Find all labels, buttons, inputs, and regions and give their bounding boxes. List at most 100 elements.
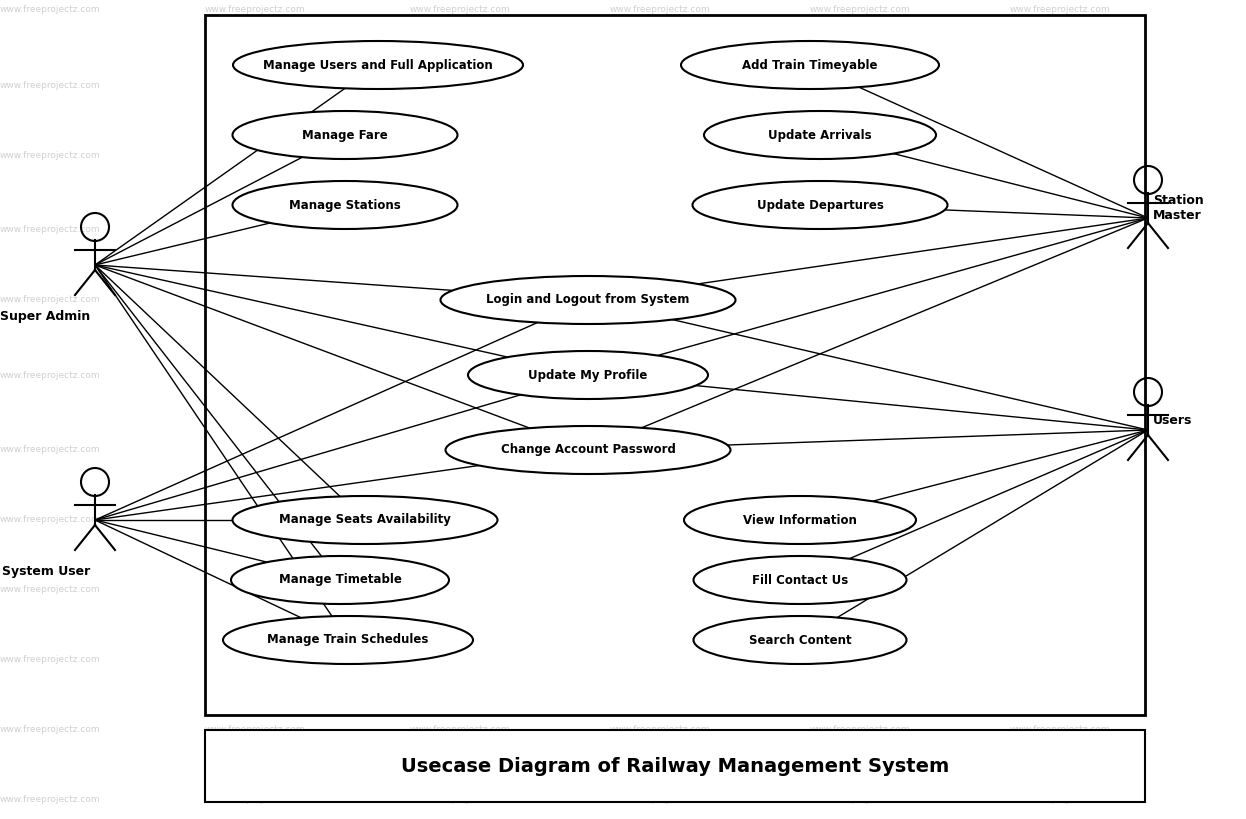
Text: www.freeprojectz.com: www.freeprojectz.com (204, 795, 305, 804)
Text: www.freeprojectz.com: www.freeprojectz.com (410, 655, 511, 664)
Text: www.freeprojectz.com: www.freeprojectz.com (410, 515, 511, 524)
Text: www.freeprojectz.com: www.freeprojectz.com (810, 225, 911, 234)
Text: www.freeprojectz.com: www.freeprojectz.com (810, 795, 911, 804)
Text: www.freeprojectz.com: www.freeprojectz.com (609, 586, 710, 595)
Text: Add Train Timeyable: Add Train Timeyable (743, 58, 877, 71)
Text: Usecase Diagram of Railway Management System: Usecase Diagram of Railway Management Sy… (401, 757, 949, 776)
Text: Manage Train Schedules: Manage Train Schedules (268, 634, 429, 646)
Text: www.freeprojectz.com: www.freeprojectz.com (410, 80, 511, 89)
Text: www.freeprojectz.com: www.freeprojectz.com (1009, 296, 1110, 305)
Text: www.freeprojectz.com: www.freeprojectz.com (0, 586, 101, 595)
Ellipse shape (231, 556, 449, 604)
Text: www.freeprojectz.com: www.freeprojectz.com (609, 515, 710, 524)
Text: www.freeprojectz.com: www.freeprojectz.com (609, 296, 710, 305)
Ellipse shape (446, 426, 730, 474)
Text: www.freeprojectz.com: www.freeprojectz.com (410, 795, 511, 804)
Text: Update Departures: Update Departures (756, 198, 883, 211)
Text: www.freeprojectz.com: www.freeprojectz.com (204, 726, 305, 735)
Text: Users: Users (1153, 414, 1192, 427)
Text: www.freeprojectz.com: www.freeprojectz.com (0, 726, 101, 735)
Text: www.freeprojectz.com: www.freeprojectz.com (1009, 515, 1110, 524)
Text: www.freeprojectz.com: www.freeprojectz.com (204, 296, 305, 305)
Text: www.freeprojectz.com: www.freeprojectz.com (810, 655, 911, 664)
Ellipse shape (694, 556, 907, 604)
Text: www.freeprojectz.com: www.freeprojectz.com (810, 586, 911, 595)
Text: www.freeprojectz.com: www.freeprojectz.com (810, 6, 911, 15)
Text: www.freeprojectz.com: www.freeprojectz.com (1009, 655, 1110, 664)
Ellipse shape (468, 351, 708, 399)
Text: www.freeprojectz.com: www.freeprojectz.com (1009, 446, 1110, 455)
Text: www.freeprojectz.com: www.freeprojectz.com (410, 586, 511, 595)
Text: View Information: View Information (743, 514, 857, 527)
Text: www.freeprojectz.com: www.freeprojectz.com (204, 446, 305, 455)
Text: www.freeprojectz.com: www.freeprojectz.com (810, 80, 911, 89)
Text: www.freeprojectz.com: www.freeprojectz.com (410, 151, 511, 160)
Text: www.freeprojectz.com: www.freeprojectz.com (810, 151, 911, 160)
Text: www.freeprojectz.com: www.freeprojectz.com (1009, 795, 1110, 804)
Text: www.freeprojectz.com: www.freeprojectz.com (204, 586, 305, 595)
Bar (206, 15, 1145, 715)
Text: www.freeprojectz.com: www.freeprojectz.com (1009, 370, 1110, 379)
Text: www.freeprojectz.com: www.freeprojectz.com (1009, 6, 1110, 15)
Text: www.freeprojectz.com: www.freeprojectz.com (0, 795, 101, 804)
Text: www.freeprojectz.com: www.freeprojectz.com (609, 370, 710, 379)
Text: www.freeprojectz.com: www.freeprojectz.com (609, 151, 710, 160)
Ellipse shape (223, 616, 473, 664)
Text: www.freeprojectz.com: www.freeprojectz.com (609, 225, 710, 234)
Text: Station
Master: Station Master (1153, 194, 1204, 222)
Text: www.freeprojectz.com: www.freeprojectz.com (810, 296, 911, 305)
Ellipse shape (233, 111, 457, 159)
Text: www.freeprojectz.com: www.freeprojectz.com (0, 80, 101, 89)
Text: www.freeprojectz.com: www.freeprojectz.com (609, 795, 710, 804)
Text: www.freeprojectz.com: www.freeprojectz.com (1009, 151, 1110, 160)
Text: System User: System User (1, 565, 90, 578)
Text: Manage Timetable: Manage Timetable (279, 573, 401, 586)
Text: www.freeprojectz.com: www.freeprojectz.com (0, 515, 101, 524)
Text: Manage Seats Availability: Manage Seats Availability (279, 514, 451, 527)
Text: www.freeprojectz.com: www.freeprojectz.com (204, 80, 305, 89)
Text: www.freeprojectz.com: www.freeprojectz.com (204, 6, 305, 15)
Text: www.freeprojectz.com: www.freeprojectz.com (410, 6, 511, 15)
Ellipse shape (693, 181, 947, 229)
Text: www.freeprojectz.com: www.freeprojectz.com (810, 370, 911, 379)
Text: www.freeprojectz.com: www.freeprojectz.com (810, 515, 911, 524)
Text: www.freeprojectz.com: www.freeprojectz.com (410, 446, 511, 455)
Text: www.freeprojectz.com: www.freeprojectz.com (0, 151, 101, 160)
Text: www.freeprojectz.com: www.freeprojectz.com (609, 80, 710, 89)
Text: www.freeprojectz.com: www.freeprojectz.com (609, 655, 710, 664)
Text: www.freeprojectz.com: www.freeprojectz.com (0, 6, 101, 15)
Text: Manage Fare: Manage Fare (302, 129, 388, 142)
Text: www.freeprojectz.com: www.freeprojectz.com (0, 296, 101, 305)
Text: www.freeprojectz.com: www.freeprojectz.com (0, 370, 101, 379)
Text: www.freeprojectz.com: www.freeprojectz.com (204, 655, 305, 664)
Text: www.freeprojectz.com: www.freeprojectz.com (204, 370, 305, 379)
Ellipse shape (441, 276, 735, 324)
Text: www.freeprojectz.com: www.freeprojectz.com (810, 446, 911, 455)
Text: www.freeprojectz.com: www.freeprojectz.com (410, 370, 511, 379)
Text: Manage Stations: Manage Stations (289, 198, 401, 211)
Text: www.freeprojectz.com: www.freeprojectz.com (0, 225, 101, 234)
Text: Fill Contact Us: Fill Contact Us (751, 573, 849, 586)
Text: Super Admin: Super Admin (0, 310, 90, 323)
Text: Search Content: Search Content (749, 634, 851, 646)
Ellipse shape (233, 181, 457, 229)
Text: www.freeprojectz.com: www.freeprojectz.com (1009, 80, 1110, 89)
Text: www.freeprojectz.com: www.freeprojectz.com (609, 6, 710, 15)
Text: Change Account Password: Change Account Password (501, 444, 675, 456)
Text: www.freeprojectz.com: www.freeprojectz.com (204, 225, 305, 234)
Text: www.freeprojectz.com: www.freeprojectz.com (204, 151, 305, 160)
Text: Update My Profile: Update My Profile (528, 369, 648, 382)
Ellipse shape (233, 41, 523, 89)
Text: www.freeprojectz.com: www.freeprojectz.com (410, 726, 511, 735)
Text: www.freeprojectz.com: www.freeprojectz.com (410, 225, 511, 234)
Text: www.freeprojectz.com: www.freeprojectz.com (0, 655, 101, 664)
Ellipse shape (684, 496, 916, 544)
Text: Login and Logout from System: Login and Logout from System (486, 293, 690, 306)
Ellipse shape (694, 616, 907, 664)
Ellipse shape (233, 496, 497, 544)
Text: www.freeprojectz.com: www.freeprojectz.com (0, 446, 101, 455)
Text: www.freeprojectz.com: www.freeprojectz.com (1009, 726, 1110, 735)
Text: www.freeprojectz.com: www.freeprojectz.com (609, 446, 710, 455)
Ellipse shape (704, 111, 936, 159)
Text: Update Arrivals: Update Arrivals (769, 129, 872, 142)
